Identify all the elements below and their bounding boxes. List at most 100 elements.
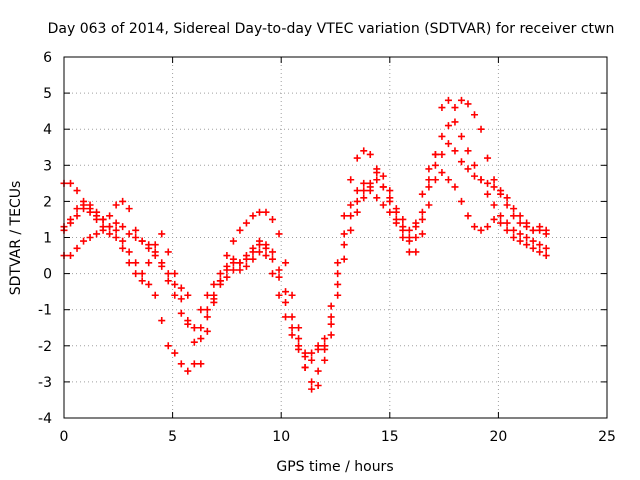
data-point xyxy=(269,255,277,263)
data-point xyxy=(132,270,140,278)
data-point xyxy=(255,248,263,256)
data-point xyxy=(510,234,518,241)
data-point xyxy=(366,179,374,187)
data-point xyxy=(510,205,518,213)
data-point xyxy=(477,176,485,184)
data-point xyxy=(366,187,374,195)
data-point xyxy=(497,212,505,220)
data-point xyxy=(138,237,146,245)
data-point xyxy=(112,219,120,227)
x-tick-label: 5 xyxy=(168,429,177,445)
data-point xyxy=(112,234,120,241)
data-point xyxy=(282,259,290,267)
data-point xyxy=(353,154,361,162)
data-point xyxy=(197,306,205,314)
data-point xyxy=(132,226,140,234)
data-point xyxy=(516,230,524,238)
data-point xyxy=(203,291,211,299)
data-point xyxy=(457,96,465,104)
data-point xyxy=(242,219,250,227)
data-point xyxy=(275,230,283,238)
data-point xyxy=(347,226,355,234)
y-tick-label: -3 xyxy=(38,375,52,391)
data-point xyxy=(503,194,511,202)
data-point xyxy=(327,320,335,328)
data-point xyxy=(269,248,277,256)
x-tick-label: 10 xyxy=(272,429,290,445)
data-point xyxy=(373,194,381,202)
data-point xyxy=(73,187,81,195)
data-point xyxy=(184,367,192,375)
data-point xyxy=(451,147,459,155)
data-point xyxy=(86,205,94,213)
data-point xyxy=(282,298,290,306)
data-point xyxy=(438,132,446,140)
data-point xyxy=(516,212,524,220)
data-point xyxy=(542,226,550,234)
data-point xyxy=(444,96,452,104)
data-point xyxy=(347,212,355,220)
data-point xyxy=(464,100,472,108)
y-tick-label: 2 xyxy=(43,194,52,210)
data-point xyxy=(314,367,322,375)
data-point xyxy=(523,219,531,227)
data-point xyxy=(314,382,322,390)
data-point xyxy=(457,132,465,140)
data-point xyxy=(80,197,88,205)
data-point xyxy=(171,349,179,357)
data-point xyxy=(236,226,244,234)
data-point xyxy=(282,288,290,296)
data-point xyxy=(308,378,316,386)
data-point xyxy=(158,317,166,325)
data-point xyxy=(125,205,133,213)
data-point xyxy=(457,197,465,205)
data-point xyxy=(484,223,492,231)
data-point xyxy=(334,280,342,288)
data-point xyxy=(360,194,368,202)
data-point xyxy=(490,201,498,209)
data-point xyxy=(236,259,244,267)
data-point xyxy=(164,277,172,285)
data-points xyxy=(60,96,550,393)
data-point xyxy=(340,255,348,263)
data-point xyxy=(295,324,303,332)
data-point xyxy=(471,161,479,169)
data-point xyxy=(536,241,544,249)
data-point xyxy=(229,266,237,274)
y-tick-label: 1 xyxy=(43,231,52,247)
data-point xyxy=(360,179,368,187)
data-point xyxy=(399,215,407,223)
data-point xyxy=(249,212,257,220)
data-point xyxy=(190,338,198,346)
data-point xyxy=(158,230,166,238)
data-point xyxy=(425,165,433,173)
x-axis-label: GPS time / hours xyxy=(276,459,393,475)
data-point xyxy=(510,226,518,234)
data-point xyxy=(158,259,166,267)
data-point xyxy=(301,363,309,371)
data-point xyxy=(255,237,263,245)
data-point xyxy=(386,187,394,195)
data-point xyxy=(164,342,172,350)
data-point xyxy=(542,244,550,252)
y-tick-label: -4 xyxy=(38,411,52,427)
data-point xyxy=(106,212,114,220)
data-point xyxy=(340,230,348,238)
data-point xyxy=(288,331,296,339)
data-point xyxy=(262,244,270,252)
y-tick-label: -2 xyxy=(38,339,52,355)
data-point xyxy=(269,270,277,278)
data-point xyxy=(379,172,387,180)
data-point xyxy=(451,118,459,126)
data-point xyxy=(275,266,283,274)
data-point xyxy=(203,306,211,314)
data-point xyxy=(177,360,185,368)
data-point xyxy=(145,259,153,267)
data-point xyxy=(373,176,381,184)
data-point xyxy=(288,291,296,299)
data-point xyxy=(164,270,172,278)
data-point xyxy=(418,190,426,198)
data-point xyxy=(112,226,120,234)
data-point xyxy=(321,335,329,343)
